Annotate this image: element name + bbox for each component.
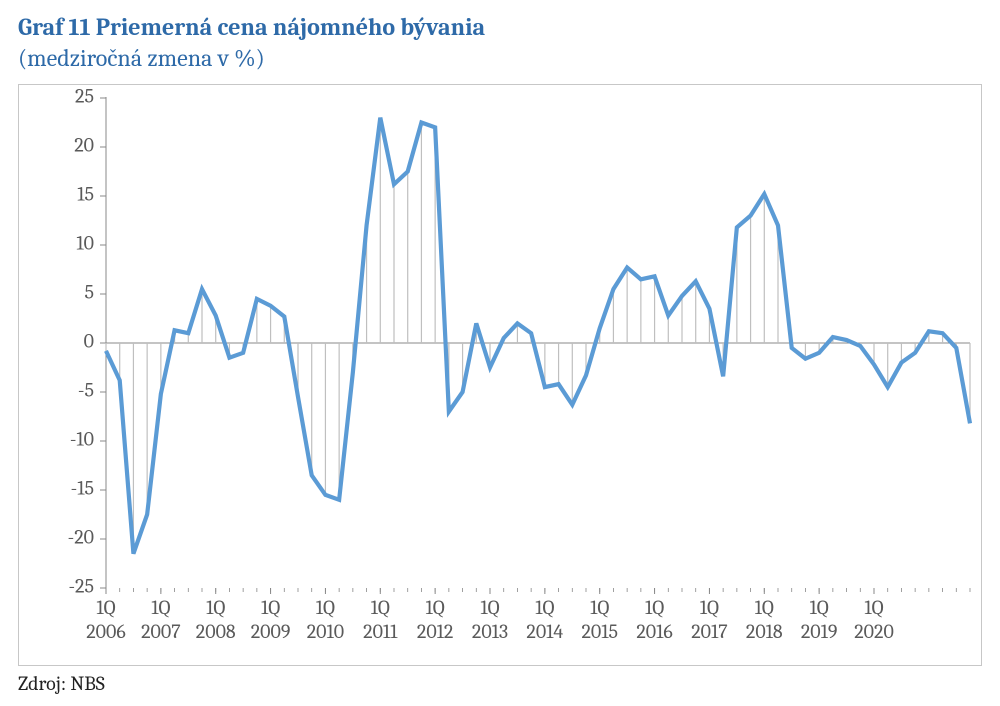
chart-border <box>18 84 982 666</box>
chart-source: Zdroj: NBS <box>18 672 982 695</box>
chart-title-text: Graf 11 Priemerná cena nájomného bývania <box>18 13 485 41</box>
chart-subtitle-text: (medziročná zmena v %) <box>18 44 265 72</box>
chart-title: Graf 11 Priemerná cena nájomného bývania <box>18 12 982 43</box>
chart-subtitle: (medziročná zmena v %) <box>18 43 982 74</box>
chart-source-text: Zdroj: NBS <box>18 672 105 695</box>
chart-container: -25-20-15-10-505101520251Q20061Q20071Q20… <box>18 84 982 666</box>
